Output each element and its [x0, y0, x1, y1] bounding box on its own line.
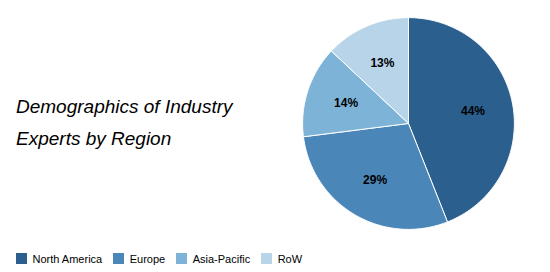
- html-text:Europe: Europe: [129, 252, 166, 265]
- html-text:Demographics of Industry: Demographics of Industry: [16, 96, 233, 117]
- html-text:RoW: RoW: [277, 252, 303, 265]
- html-text:North America: North America: [32, 252, 103, 265]
- svg-text:13%: 13%: [370, 56, 394, 70]
- svg-text:29%: 29%: [363, 173, 387, 187]
- html-text:Asia-Pacific: Asia-Pacific: [192, 252, 251, 265]
- svg-text:14%: 14%: [334, 96, 358, 110]
- html-text:Experts by Region: Experts by Region: [16, 128, 172, 149]
- svg-text:44%: 44%: [461, 104, 485, 118]
